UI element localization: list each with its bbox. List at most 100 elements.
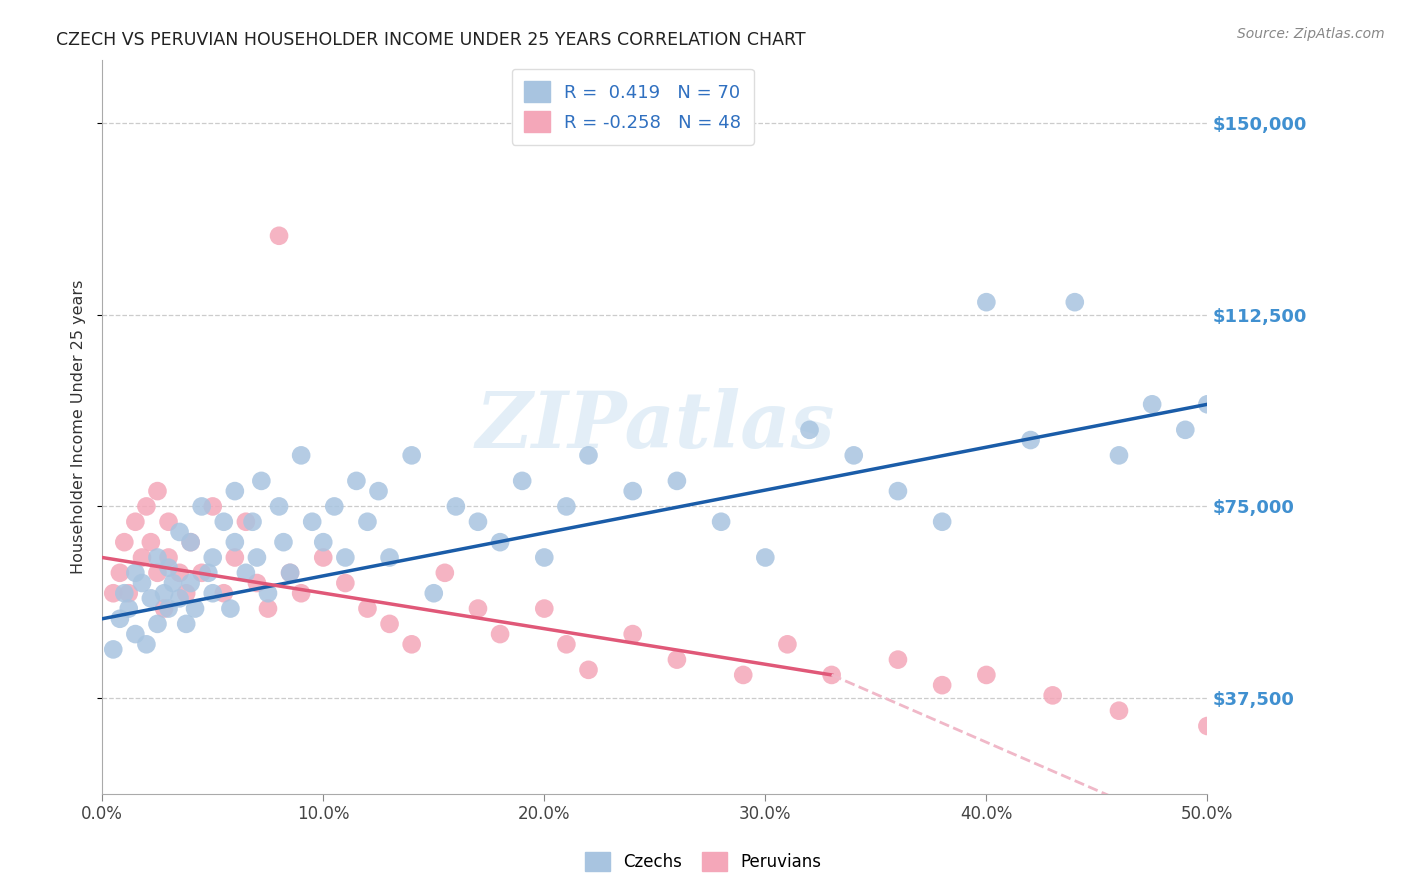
Point <box>201 500 224 514</box>
Point <box>931 515 953 529</box>
Point <box>312 535 335 549</box>
Point <box>401 637 423 651</box>
Point <box>1063 295 1085 310</box>
Point <box>621 627 644 641</box>
Point <box>146 550 169 565</box>
Point <box>118 601 141 615</box>
Point <box>131 550 153 565</box>
Point <box>190 566 212 580</box>
Point <box>180 535 202 549</box>
Point <box>250 474 273 488</box>
Point <box>242 515 264 529</box>
Point <box>219 601 242 615</box>
Point <box>1019 433 1042 447</box>
Point <box>555 500 578 514</box>
Point <box>621 484 644 499</box>
Point <box>153 586 176 600</box>
Point <box>267 228 290 243</box>
Point <box>887 484 910 499</box>
Text: Source: ZipAtlas.com: Source: ZipAtlas.com <box>1237 27 1385 41</box>
Point <box>139 591 162 606</box>
Point <box>153 601 176 615</box>
Point <box>367 484 389 499</box>
Point <box>162 576 184 591</box>
Point <box>157 550 180 565</box>
Point <box>489 535 512 549</box>
Point <box>489 627 512 641</box>
Point <box>131 576 153 591</box>
Point <box>423 586 446 600</box>
Point <box>201 550 224 565</box>
Point <box>169 524 191 539</box>
Point <box>433 566 456 580</box>
Point <box>124 566 146 580</box>
Text: CZECH VS PERUVIAN HOUSEHOLDER INCOME UNDER 25 YEARS CORRELATION CHART: CZECH VS PERUVIAN HOUSEHOLDER INCOME UND… <box>56 31 806 49</box>
Point <box>146 616 169 631</box>
Point <box>180 535 202 549</box>
Point <box>108 612 131 626</box>
Point <box>257 586 280 600</box>
Point <box>312 550 335 565</box>
Point <box>555 637 578 651</box>
Point <box>301 515 323 529</box>
Point <box>1108 704 1130 718</box>
Point <box>842 448 865 462</box>
Point <box>344 474 367 488</box>
Point <box>776 637 799 651</box>
Point <box>146 566 169 580</box>
Point <box>1174 423 1197 437</box>
Point <box>190 500 212 514</box>
Point <box>378 616 401 631</box>
Point <box>931 678 953 692</box>
Point <box>224 535 246 549</box>
Point <box>467 515 489 529</box>
Point <box>510 474 533 488</box>
Point <box>180 576 202 591</box>
Point <box>710 515 733 529</box>
Text: ZIPatlas: ZIPatlas <box>475 388 835 465</box>
Point <box>578 448 600 462</box>
Point <box>335 550 357 565</box>
Point <box>267 500 290 514</box>
Point <box>278 566 301 580</box>
Point <box>887 652 910 666</box>
Point <box>976 668 998 682</box>
Legend: R =  0.419   N = 70, R = -0.258   N = 48: R = 0.419 N = 70, R = -0.258 N = 48 <box>512 69 754 145</box>
Point <box>135 500 157 514</box>
Point <box>323 500 346 514</box>
Point <box>290 586 312 600</box>
Point <box>124 515 146 529</box>
Point <box>118 586 141 600</box>
Point <box>146 484 169 499</box>
Point <box>356 515 378 529</box>
Point <box>157 601 180 615</box>
Point <box>184 601 207 615</box>
Point <box>157 515 180 529</box>
Point <box>112 586 135 600</box>
Point <box>378 550 401 565</box>
Y-axis label: Householder Income Under 25 years: Householder Income Under 25 years <box>72 279 86 574</box>
Point <box>799 423 821 437</box>
Point <box>246 576 269 591</box>
Point <box>103 642 125 657</box>
Point <box>335 576 357 591</box>
Point <box>578 663 600 677</box>
Point <box>290 448 312 462</box>
Point <box>197 566 219 580</box>
Point <box>356 601 378 615</box>
Legend: Czechs, Peruvians: Czechs, Peruvians <box>576 843 830 880</box>
Point <box>103 586 125 600</box>
Point <box>733 668 755 682</box>
Point <box>665 652 688 666</box>
Point <box>224 484 246 499</box>
Point <box>467 601 489 615</box>
Point <box>174 586 197 600</box>
Point <box>754 550 776 565</box>
Point <box>174 616 197 631</box>
Point <box>1140 397 1163 411</box>
Point <box>224 550 246 565</box>
Point <box>444 500 467 514</box>
Point <box>665 474 688 488</box>
Point <box>257 601 280 615</box>
Point <box>273 535 295 549</box>
